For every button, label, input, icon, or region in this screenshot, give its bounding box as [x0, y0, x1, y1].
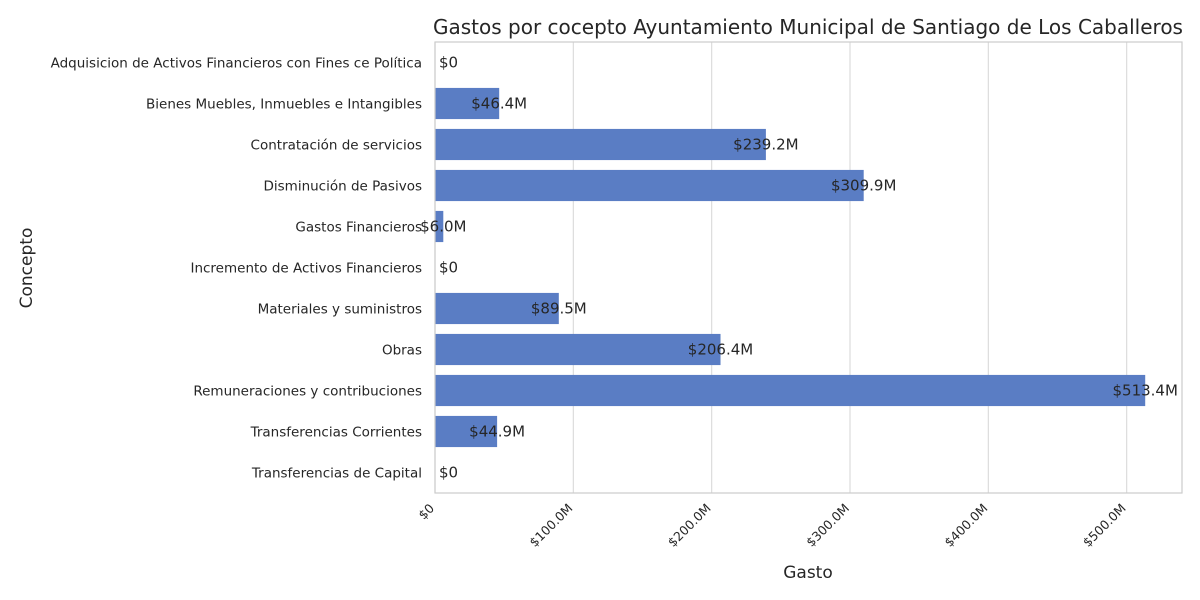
category-labels: Adquisicion de Activos Financieros con F…: [51, 56, 422, 482]
x-tick-label: $300.0M: [803, 501, 852, 550]
x-tick-labels: $0 $100.0M $200.0M $300.0M $400.0M $500.0M: [415, 500, 1129, 549]
data-label: $0: [439, 54, 458, 72]
bar: [435, 292, 559, 325]
x-tick-label: $500.0M: [1080, 501, 1129, 550]
data-label: $513.4M: [1112, 382, 1177, 400]
data-label: $44.9M: [469, 423, 525, 441]
bar: [435, 169, 864, 202]
category-label: Adquisicion de Activos Financieros con F…: [51, 56, 422, 72]
data-label: $6.0M: [420, 218, 466, 236]
data-labels: $0 $46.4M $239.2M $309.9M $6.0M $0 $89.5M $206.…: [420, 54, 1178, 482]
chart-title: Gastos por cocepto Ayuntamiento Municipa…: [433, 15, 1183, 39]
data-label: $46.4M: [471, 95, 527, 113]
category-label: Incremento de Activos Financieros: [190, 261, 422, 277]
category-label: Transferencias de Capital: [251, 466, 422, 482]
data-label: $0: [439, 259, 458, 277]
x-tick-label: $0: [415, 500, 437, 522]
plot-frame: [434, 41, 1183, 494]
category-label: Gastos Financieros: [295, 220, 422, 236]
bar: [435, 415, 498, 448]
bar: [435, 374, 1146, 407]
bar: [435, 333, 721, 366]
category-label: Bienes Muebles, Inmuebles e Intangibles: [146, 97, 422, 113]
data-label: $309.9M: [831, 177, 896, 195]
category-label: Materiales y suministros: [258, 302, 422, 318]
category-label: Remuneraciones y contribuciones: [193, 384, 422, 400]
category-label: Obras: [382, 343, 422, 359]
bar: [435, 128, 766, 161]
category-label: Transferencias Corrientes: [250, 425, 422, 441]
x-axis-label: Gasto: [783, 563, 833, 583]
gridlines: [434, 42, 1128, 493]
bar: [435, 210, 444, 243]
y-axis-label: Concepto: [17, 228, 37, 309]
bars: [435, 87, 1146, 448]
data-label: $239.2M: [733, 136, 798, 154]
category-label: Contratación de servicios: [251, 138, 422, 154]
data-label: $206.4M: [688, 341, 753, 359]
x-tick-label: $100.0M: [526, 501, 575, 550]
bar: [435, 87, 500, 120]
x-tick-label: $400.0M: [941, 501, 990, 550]
category-label: Disminución de Pasivos: [263, 179, 422, 195]
data-label: $89.5M: [531, 300, 587, 318]
x-tick-label: $200.0M: [665, 501, 714, 550]
data-label: $0: [439, 464, 458, 482]
